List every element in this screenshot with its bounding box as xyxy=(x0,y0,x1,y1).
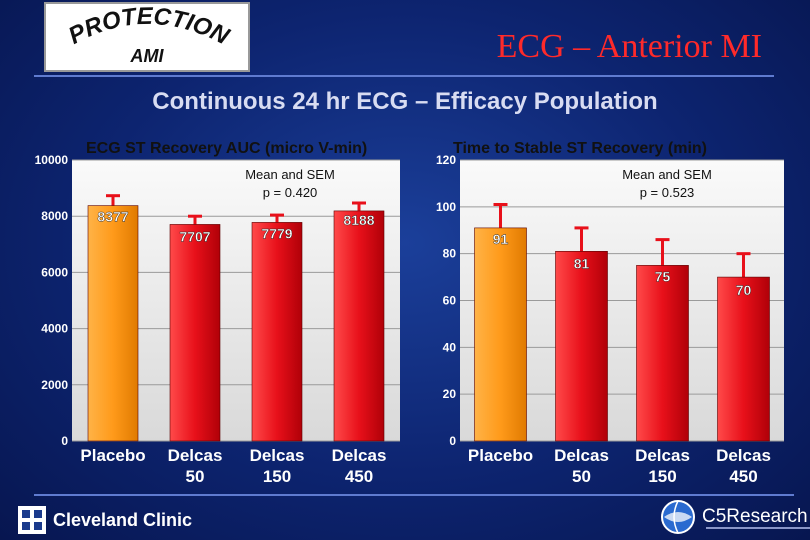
c5research-tagline-rule xyxy=(706,527,810,529)
bar-value-label: 7779 xyxy=(261,225,292,241)
protection-ami-logo: PROTECTION AMI xyxy=(44,2,250,72)
chart-title: ECG ST Recovery AUC (micro V-min) xyxy=(86,140,367,157)
bar xyxy=(333,210,385,442)
svg-text:PROTECTION: PROTECTION xyxy=(64,4,234,50)
bar-value-label: 81 xyxy=(574,255,590,271)
slide-subtitle: Continuous 24 hr ECG – Efficacy Populati… xyxy=(152,88,658,115)
x-category-label: 450 xyxy=(729,467,757,486)
y-tick-label: 2000 xyxy=(41,378,68,392)
x-category-label: Delcas xyxy=(635,446,690,465)
y-tick-label: 0 xyxy=(449,434,456,448)
y-tick-label: 8000 xyxy=(41,209,68,223)
y-tick-label: 10000 xyxy=(35,153,69,167)
y-tick-label: 80 xyxy=(443,247,457,261)
bar-value-label: 91 xyxy=(493,231,509,247)
x-category-label: Placebo xyxy=(80,446,145,465)
globe-icon xyxy=(661,500,695,534)
y-tick-label: 0 xyxy=(61,434,68,448)
bar xyxy=(474,227,527,442)
bar xyxy=(169,224,221,442)
y-tick-label: 6000 xyxy=(41,265,68,279)
chart-title: Time to Stable ST Recovery (min) xyxy=(453,140,707,157)
x-category-label: Delcas xyxy=(332,446,387,465)
y-tick-label: 40 xyxy=(443,340,457,354)
x-category-label: Delcas xyxy=(716,446,771,465)
c5research-logo[interactable]: C5Research xyxy=(660,499,810,535)
y-tick-label: 20 xyxy=(443,387,457,401)
bar-value-label: 8188 xyxy=(343,212,374,228)
y-tick-label: 4000 xyxy=(41,322,68,336)
chart-annotation: p = 0.420 xyxy=(263,185,318,200)
x-category-label: 50 xyxy=(572,467,591,486)
y-tick-label: 100 xyxy=(436,200,456,214)
slide-title: ECG – Anterior MI xyxy=(496,28,762,65)
protection-ami-logo-art: PROTECTION AMI xyxy=(64,3,234,66)
x-category-label: 150 xyxy=(648,467,676,486)
c5research-label: C5Research xyxy=(702,506,808,527)
y-tick-label: 60 xyxy=(443,294,457,308)
bar xyxy=(717,276,770,442)
x-category-label: 150 xyxy=(263,467,291,486)
x-category-label: 450 xyxy=(345,467,373,486)
chart-annotation: Mean and SEM xyxy=(245,167,335,182)
chart-st-recovery-auc: 0 2000 4000 6000 8000 10000 ECG ST Recovery AU… xyxy=(35,140,400,486)
bar-value-label: 7707 xyxy=(179,228,210,244)
bar-value-label: 70 xyxy=(736,282,752,298)
logo-text-top: PROTECTION xyxy=(64,3,234,51)
x-category-label: Placebo xyxy=(468,446,533,465)
chart-annotation: p = 0.523 xyxy=(640,185,695,200)
bar xyxy=(251,222,303,442)
x-category-label: Delcas xyxy=(250,446,305,465)
x-category-label: Delcas xyxy=(554,446,609,465)
cleveland-clinic-logo[interactable]: Cleveland Clinic xyxy=(18,506,192,534)
x-category-label: Delcas xyxy=(168,446,223,465)
bar xyxy=(636,265,689,442)
logo-text-bottom: AMI xyxy=(130,46,165,66)
bar xyxy=(555,251,608,442)
bar-value-label: 8377 xyxy=(97,209,128,225)
bar-value-label: 75 xyxy=(655,268,671,284)
y-tick-label: 120 xyxy=(436,153,456,167)
x-category-label: 50 xyxy=(186,467,205,486)
footer-divider xyxy=(34,494,794,496)
title-divider xyxy=(34,75,774,77)
cleveland-clinic-label: Cleveland Clinic xyxy=(53,509,193,530)
bar xyxy=(87,205,139,442)
chart-annotation: Mean and SEM xyxy=(622,167,712,182)
cleveland-clinic-cross-icon xyxy=(18,506,46,534)
